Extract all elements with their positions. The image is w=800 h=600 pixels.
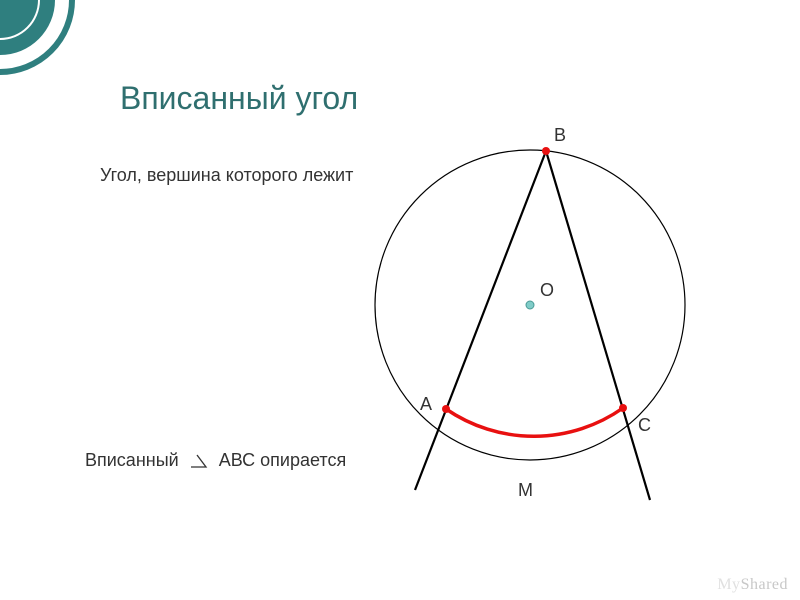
definition-text: Угол, вершина которого лежит [100, 165, 353, 186]
label-b: В [554, 125, 566, 146]
watermark-shared: Shared [741, 576, 788, 593]
arc-amc [446, 408, 623, 436]
label-m: М [518, 480, 533, 501]
point-c [619, 404, 627, 412]
center-point [526, 301, 534, 309]
label-a: А [420, 394, 432, 415]
corner-decoration [0, 0, 120, 120]
statement-text: Вписанный АВС опирается [85, 450, 346, 471]
label-o: О [540, 280, 554, 301]
inscribed-angle-diagram: В А С М О [340, 130, 720, 510]
watermark-my: My [717, 576, 740, 593]
side-ba [415, 151, 546, 490]
statement-post: АВС опирается [219, 450, 346, 470]
statement-pre: Вписанный [85, 450, 179, 470]
point-a [442, 405, 450, 413]
slide-title: Вписанный угол [120, 80, 358, 117]
watermark: MyShared [717, 576, 788, 594]
point-b [542, 147, 550, 155]
label-c: С [638, 415, 651, 436]
side-bc [546, 151, 650, 500]
angle-icon [188, 452, 210, 470]
